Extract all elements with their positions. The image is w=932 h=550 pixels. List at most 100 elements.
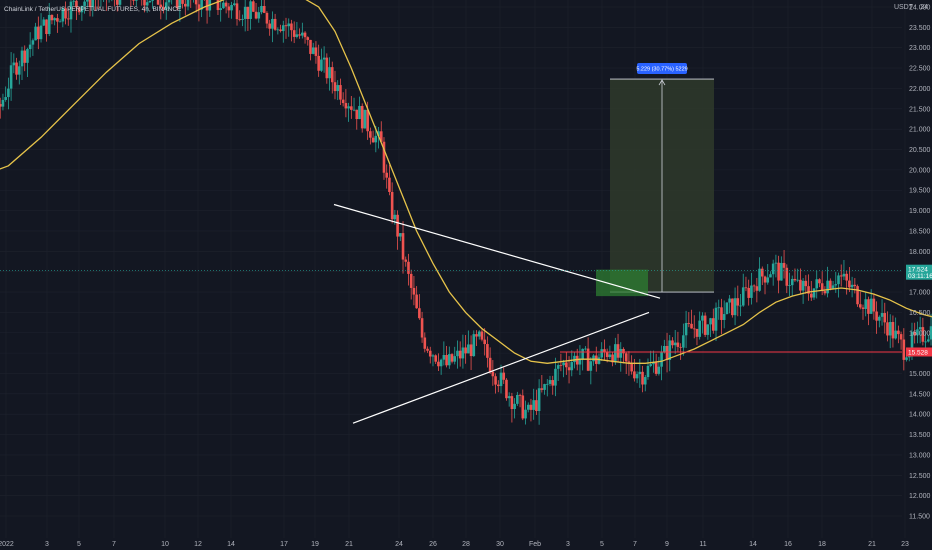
candle-body bbox=[584, 348, 587, 350]
candle-body bbox=[777, 262, 780, 281]
candle-body bbox=[37, 26, 40, 40]
candle-body bbox=[88, 0, 92, 7]
candle-body bbox=[921, 327, 925, 342]
candle-body bbox=[363, 109, 367, 129]
stop-price-tag[interactable]: 15.528 bbox=[906, 347, 932, 357]
date-tick-label: Feb bbox=[529, 541, 541, 548]
candle-body bbox=[831, 285, 835, 289]
candle-body bbox=[763, 276, 767, 283]
candle-body bbox=[219, 8, 222, 11]
candle-body bbox=[551, 380, 555, 386]
candle-body bbox=[684, 323, 688, 336]
trendlines[interactable] bbox=[0, 203, 902, 424]
trendline-upper[interactable] bbox=[333, 203, 661, 299]
price-tick-label: 18.000 bbox=[909, 249, 931, 256]
candle-body bbox=[633, 371, 636, 379]
price-axis[interactable]: 24.000 23.500 23.000 22.500 22.000 21.500 21.0… bbox=[906, 5, 932, 521]
candle-body bbox=[34, 26, 37, 41]
candle-body bbox=[227, 6, 231, 11]
candle-body bbox=[570, 362, 574, 371]
candle-body bbox=[61, 8, 65, 22]
candle-body bbox=[404, 259, 408, 262]
candle-body bbox=[477, 331, 481, 337]
candle-body bbox=[529, 404, 533, 410]
candle-body bbox=[502, 372, 506, 380]
candle-body bbox=[747, 287, 750, 298]
candle-body bbox=[249, 1, 252, 19]
candle-body bbox=[755, 286, 759, 291]
candle-body bbox=[856, 286, 859, 305]
candle-body bbox=[276, 29, 280, 31]
candle-body bbox=[611, 354, 614, 363]
grid bbox=[0, 0, 906, 538]
candle-body bbox=[480, 331, 484, 340]
candle-body bbox=[600, 349, 604, 358]
candle-body bbox=[725, 302, 729, 315]
candle-body bbox=[86, 0, 89, 2]
candle-body bbox=[428, 350, 432, 357]
candle-body bbox=[374, 135, 378, 143]
price-tick-label: 19.000 bbox=[909, 208, 931, 215]
candle-body bbox=[330, 67, 334, 83]
candle-body bbox=[818, 279, 821, 284]
candle-body bbox=[426, 348, 429, 351]
candle-body bbox=[281, 25, 285, 32]
candle-body bbox=[159, 4, 163, 8]
date-tick-label: 11 bbox=[699, 541, 706, 548]
candle-body bbox=[864, 299, 868, 309]
candle-body bbox=[910, 332, 914, 352]
candle-body bbox=[883, 313, 887, 323]
candle-body bbox=[83, 1, 86, 6]
arrow-head-icon bbox=[658, 79, 666, 86]
candle-body bbox=[526, 404, 530, 410]
candle-body bbox=[652, 362, 655, 365]
candle-body bbox=[273, 18, 277, 30]
candle-body bbox=[540, 388, 544, 390]
candle-body bbox=[709, 318, 712, 325]
candle-body bbox=[156, 0, 160, 5]
candle-body bbox=[891, 321, 895, 339]
candle-body bbox=[692, 328, 696, 330]
candle-body bbox=[200, 0, 203, 10]
candle-body bbox=[861, 307, 865, 309]
candle-body bbox=[7, 88, 10, 98]
candle-body bbox=[554, 368, 557, 386]
candle-body bbox=[518, 394, 522, 396]
candle-body bbox=[355, 109, 359, 120]
candle-body bbox=[145, 2, 149, 6]
candle-body bbox=[635, 374, 639, 379]
date-tick-label: 23 bbox=[901, 541, 909, 548]
date-tick-label: 9 bbox=[665, 541, 669, 548]
candle-body bbox=[53, 18, 56, 21]
candle-body bbox=[347, 106, 350, 109]
candle-body bbox=[717, 307, 721, 309]
candle-body bbox=[336, 85, 340, 92]
candle-body bbox=[556, 365, 560, 369]
candle-body bbox=[543, 384, 546, 390]
price-tick-label: 22.000 bbox=[909, 86, 931, 93]
candle-body bbox=[246, 6, 250, 19]
trendline-lower[interactable] bbox=[352, 311, 650, 424]
candle-body bbox=[197, 4, 201, 10]
candle-body bbox=[442, 354, 446, 360]
candle-body bbox=[916, 329, 919, 336]
target-label[interactable]: 5.229 (30.77%) 5229 bbox=[636, 63, 688, 74]
candle-body bbox=[878, 316, 881, 321]
position-tool[interactable]: 5.229 (30.77%) 5229 bbox=[596, 63, 714, 297]
candle-body bbox=[222, 2, 225, 9]
candle-body bbox=[839, 275, 843, 277]
time-axis[interactable]: 2022 3 5 7 10 12 14 17 19 21 24 26 28 30 Feb 3 5 7 9 11 14 16… bbox=[0, 541, 909, 548]
candle-body bbox=[352, 109, 356, 111]
candle-body bbox=[739, 305, 742, 307]
candle-body bbox=[186, 0, 190, 7]
candle-body bbox=[793, 278, 797, 281]
candle-body bbox=[385, 172, 389, 178]
candle-body bbox=[475, 334, 478, 337]
candle-body bbox=[679, 346, 682, 348]
candle-body bbox=[774, 262, 778, 264]
candle-body bbox=[630, 362, 633, 372]
candle-body bbox=[118, 0, 122, 5]
candle-body bbox=[164, 2, 168, 10]
